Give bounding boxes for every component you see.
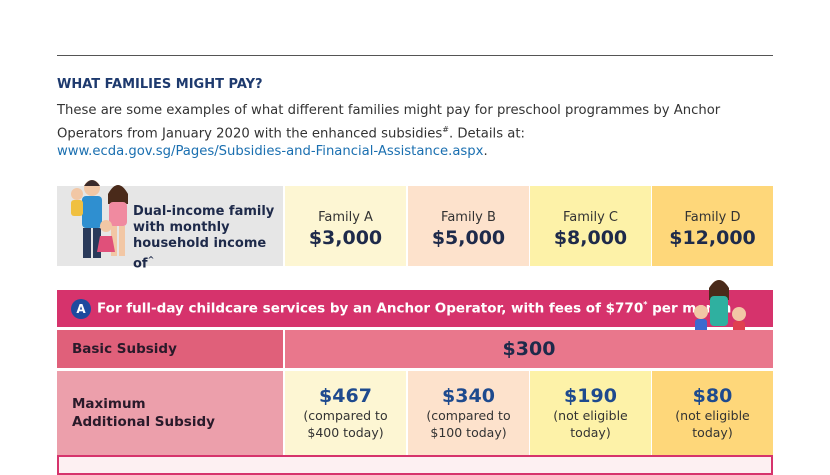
subsidy-note: (not eligible today) bbox=[553, 408, 628, 440]
divider bbox=[57, 55, 773, 56]
subsidy-cell: $190 (not eligible today) bbox=[530, 371, 651, 455]
family-label: Dual-income family with monthly househol… bbox=[133, 204, 283, 272]
subsidy-note: (compared to $400 today) bbox=[303, 408, 388, 440]
row-label: Basic Subsidy bbox=[57, 330, 283, 368]
subsidy-amount: $190 bbox=[564, 385, 617, 407]
family-label-text: Dual-income family with monthly househol… bbox=[133, 204, 275, 272]
next-row bbox=[57, 455, 773, 475]
family-name: Family B bbox=[441, 209, 496, 225]
family-name: Family C bbox=[562, 209, 619, 225]
subsidy-amount: $340 bbox=[442, 385, 495, 407]
banner-main: For full-day childcare services by an An… bbox=[97, 300, 644, 317]
family-name: Family D bbox=[684, 209, 741, 225]
family-label-cell: Dual-income family with monthly househol… bbox=[57, 180, 283, 271]
intro-mark: # bbox=[442, 124, 449, 134]
link[interactable]: www.ecda.gov.sg/Pages/Subsidies-and-Fina… bbox=[57, 144, 484, 160]
subsidy-cell: $340 (compared to $100 today) bbox=[408, 371, 529, 455]
subsidy-note: (compared to $100 today) bbox=[426, 408, 511, 440]
subsidy-cell: $80 (not eligible today) bbox=[652, 371, 773, 455]
family-column: Family B $5,000 bbox=[408, 186, 529, 266]
family-income: $12,000 bbox=[669, 226, 756, 249]
family-column: Family C $8,000 bbox=[530, 186, 651, 266]
heading: WHAT FAMILIES MIGHT PAY? bbox=[57, 77, 263, 92]
subsidy-note: (not eligible today) bbox=[675, 408, 750, 440]
basic-value: $300 bbox=[285, 330, 773, 368]
banner: A For full-day childcare services by an … bbox=[57, 280, 773, 353]
banner-mark: * bbox=[643, 300, 648, 310]
family-label-mark: ^ bbox=[147, 255, 155, 264]
badge: A bbox=[71, 298, 91, 319]
family-income: $5,000 bbox=[431, 226, 506, 249]
family-income: $3,000 bbox=[308, 226, 383, 249]
subsidy-amount: $80 bbox=[692, 385, 733, 407]
family-income: $8,000 bbox=[553, 226, 628, 249]
subsidy-cell: $467 (compared to $400 today) bbox=[285, 371, 406, 455]
intro: These are some examples of what differen… bbox=[57, 102, 757, 162]
family-column: Family D $12,000 bbox=[652, 186, 773, 266]
subsidy-amount: $467 bbox=[319, 385, 372, 407]
intro-middle: . Details at: bbox=[448, 125, 525, 141]
banner-text: For full-day childcare services by an An… bbox=[97, 300, 731, 317]
intro-text: These are some examples of what differen… bbox=[57, 103, 721, 141]
family-illustration bbox=[71, 180, 128, 258]
family-name: Family A bbox=[318, 209, 373, 225]
family-column: Family A $3,000 bbox=[285, 186, 406, 266]
row-label: Maximum Additional Subsidy bbox=[57, 371, 283, 455]
intro-end: . bbox=[483, 144, 488, 160]
